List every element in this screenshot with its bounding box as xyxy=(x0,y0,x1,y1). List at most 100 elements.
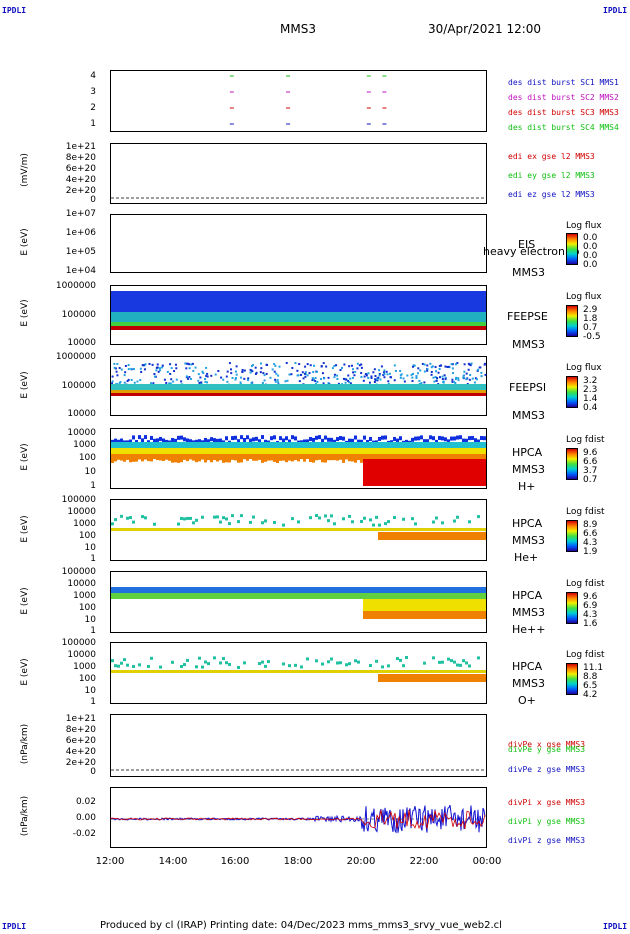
colorbar-tick: 2.3 xyxy=(583,385,598,395)
hpca-pixel xyxy=(465,532,468,540)
hpca-pixel xyxy=(291,517,294,521)
colorbar-tick: 0.7 xyxy=(583,323,598,333)
hpca-pixel xyxy=(195,665,198,669)
hpca-pixel xyxy=(159,448,162,454)
hpca-pixel xyxy=(240,448,243,454)
feepsi-count xyxy=(188,363,191,366)
hpca-pixel xyxy=(276,448,279,454)
hpca-pixel xyxy=(267,587,270,593)
hpca-pixel xyxy=(447,448,450,454)
hpca-pixel xyxy=(423,670,426,673)
feepsi-count xyxy=(473,381,476,384)
hpca-pixel xyxy=(393,448,396,454)
hpca-pixel xyxy=(276,528,279,531)
hpca-pixel xyxy=(456,674,459,682)
hpca-pixel xyxy=(381,670,384,673)
hpca-pixel xyxy=(468,436,471,441)
hpca-pixel xyxy=(471,593,474,599)
hpca-pixel xyxy=(189,442,192,448)
hpca-pixel xyxy=(207,670,210,673)
hpca-pixel xyxy=(384,528,387,531)
hpca-pixel xyxy=(387,611,390,619)
hpca-pixel xyxy=(330,593,333,599)
feepsi-count xyxy=(420,382,423,385)
hpca-pixel xyxy=(387,674,390,682)
hpca-pixel xyxy=(336,442,339,448)
hpca-pixel xyxy=(399,611,402,619)
legend-edi-ey: edi ey gse l2 MMS3 xyxy=(508,171,595,180)
hpca-pixel xyxy=(174,528,177,531)
hpca-pixel xyxy=(306,454,309,460)
hpca-pixel xyxy=(273,593,276,599)
feepsi-count xyxy=(378,374,381,377)
hpca-pixel xyxy=(393,442,396,448)
hpca-pixel xyxy=(303,587,306,593)
hpca-pixel xyxy=(345,663,348,667)
hpca-pixel xyxy=(354,448,357,454)
hpca-pixel xyxy=(369,436,372,441)
corner-logo-tl: IPDLI xyxy=(2,6,27,15)
hpca-pixel xyxy=(129,448,132,454)
ytick-label: 2e+20 xyxy=(65,758,96,768)
hpca-pixel xyxy=(171,454,174,463)
hpca-pixel xyxy=(273,587,276,593)
hpca-pixel xyxy=(114,664,117,668)
hpca-pixel xyxy=(393,587,396,593)
hpca-pixel xyxy=(300,448,303,454)
ytick-label: 10 xyxy=(84,686,96,696)
hpca-pixel xyxy=(426,599,429,611)
hpca-pixel xyxy=(381,528,384,531)
feepsi-count xyxy=(386,373,389,376)
colorbar-hpca-hepp xyxy=(566,592,578,624)
feepsi-count xyxy=(290,373,293,376)
hpca-pixel xyxy=(459,611,462,619)
hpca-pixel xyxy=(309,442,312,448)
feepsi-count xyxy=(188,367,191,370)
hpca-pixel xyxy=(264,528,267,531)
hpca-pixel xyxy=(246,528,249,531)
hpca-pixel xyxy=(276,593,279,599)
hpca-pixel xyxy=(480,436,483,441)
hpca-pixel xyxy=(207,442,210,448)
hpca-pixel xyxy=(165,442,168,448)
feepsi-count xyxy=(127,378,130,381)
hpca-pixel xyxy=(321,587,324,593)
hpca-pixel xyxy=(375,659,378,663)
hpca-pixel xyxy=(180,454,183,463)
colorbar-tick: 3.7 xyxy=(583,466,598,476)
hpca-pixel xyxy=(309,516,312,520)
feepsi-count xyxy=(463,370,466,373)
hpca-pixel xyxy=(429,528,432,531)
hpca-pixel xyxy=(288,448,291,454)
hpca-pixel xyxy=(330,442,333,448)
hpca-pixel xyxy=(420,459,423,486)
feepsi-count xyxy=(304,371,307,374)
hpca-pixel xyxy=(261,528,264,531)
hpca-pixel xyxy=(471,670,474,673)
hpca-pixel xyxy=(273,448,276,454)
colorbar-tick: 1.6 xyxy=(583,619,598,629)
feepsi-count xyxy=(465,372,468,375)
hpca-pixel xyxy=(354,587,357,593)
feepsi-count xyxy=(247,379,250,382)
feepsi-count xyxy=(434,365,437,368)
hpca-pixel xyxy=(225,454,228,463)
hpca-pixel xyxy=(429,435,432,440)
legend-divpi-x: divPi x gse MMS3 xyxy=(508,798,586,807)
hpca-pixel xyxy=(198,670,201,673)
hpca-pixel xyxy=(432,593,435,599)
hpca-pixel xyxy=(126,593,129,599)
feepsi-count xyxy=(124,371,127,374)
hpca-pixel xyxy=(294,587,297,593)
hpca-pixel xyxy=(300,587,303,593)
hpca-pixel xyxy=(453,532,456,540)
hpca-pixel xyxy=(387,599,390,611)
hpca-pixel xyxy=(144,528,147,531)
feepsi-count xyxy=(320,365,323,368)
feepsi-count xyxy=(304,375,307,378)
hpca-pixel xyxy=(420,442,423,448)
feepsi-count xyxy=(191,362,194,365)
eis-overlay-label: heavy electron to xyxy=(483,245,580,258)
hpca-pixel xyxy=(258,593,261,599)
hpca-pixel xyxy=(444,454,447,462)
